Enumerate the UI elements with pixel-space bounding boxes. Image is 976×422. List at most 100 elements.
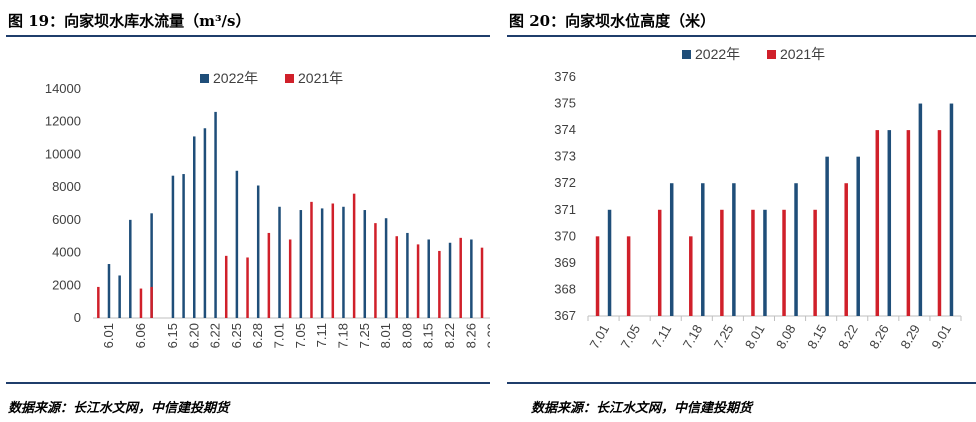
bar-2022 — [384, 218, 388, 318]
flow-bar-chart: 0 2000 4000 6000 8000 10000 12000 14000 6.01 6.06… — [45, 70, 490, 348]
figure-title: 图 19：向家坝水库水流量（m³/s） — [8, 12, 251, 30]
y-tick-label: 8000 — [52, 179, 81, 194]
bar-2021 — [97, 286, 100, 318]
bar-2022 — [299, 210, 303, 318]
legend-swatch-2021 — [767, 50, 776, 59]
bar-2021 — [438, 250, 441, 318]
y-tick-label: 373 — [554, 149, 576, 164]
x-tick-label: 7.18 — [335, 323, 350, 348]
bar-2022 — [794, 183, 798, 316]
bar-2022 — [129, 219, 132, 318]
bar-2022 — [949, 103, 954, 316]
x-tick-label: 7.11 — [649, 322, 674, 351]
bar-2021 — [374, 223, 377, 318]
bar-2022 — [448, 242, 452, 318]
bar-2021 — [267, 232, 271, 318]
x-tick-label: 8.01 — [378, 323, 393, 348]
bar-2021 — [395, 236, 398, 318]
x-tick-label: 7.11 — [314, 323, 329, 347]
legend-swatch-2022 — [682, 50, 691, 59]
legend-label-2022: 2022年 — [695, 46, 740, 62]
x-tick-label: 8.22 — [835, 322, 861, 351]
bar-2021 — [416, 244, 420, 318]
bar-2022 — [342, 206, 345, 318]
bar-2022 — [427, 239, 430, 318]
y-tick-label: 10000 — [45, 146, 81, 161]
x-tick-label: 6.25 — [229, 323, 244, 348]
x-tick-label: 9.01 — [928, 322, 954, 351]
figure-title: 图 20：向家坝水位高度（米） — [509, 12, 716, 30]
source-note: 数据来源：长江水文网，中信建投期货 — [8, 401, 230, 416]
x-tick-label: 6.06 — [133, 323, 148, 348]
bar-2021 — [246, 257, 249, 318]
bar-2022 — [363, 210, 367, 318]
x-tick-label: 7.05 — [293, 323, 308, 348]
legend-label-2021: 2021年 — [780, 46, 825, 62]
y-tick-label: 369 — [554, 255, 576, 270]
x-tick-label: 8.08 — [399, 323, 414, 348]
bar-2021 — [782, 209, 786, 316]
bar-2021 — [352, 193, 356, 318]
bar-2022 — [235, 170, 239, 318]
bar-2022 — [171, 175, 175, 318]
source-note: 数据来源：长江水文网，中信建投期货 — [531, 401, 753, 416]
y-tick-label: 370 — [554, 228, 576, 243]
title-rule — [507, 35, 976, 37]
bar-2021 — [657, 209, 662, 316]
y-tick-label: 2000 — [52, 277, 81, 292]
bar-2021 — [720, 209, 724, 316]
bar-2022 — [763, 209, 767, 316]
bar-2021 — [459, 237, 462, 318]
bar-2021 — [937, 130, 942, 316]
x-tick-label: 8.26 — [463, 323, 478, 348]
x-tick-label: 8.15 — [804, 322, 830, 351]
y-tick-label: 371 — [554, 202, 576, 217]
y-tick-label: 376 — [554, 69, 576, 84]
bar-2021 — [331, 203, 335, 318]
x-tick-label: 7.18 — [680, 322, 706, 351]
bar-2021 — [288, 239, 292, 318]
bar-2021 — [139, 288, 143, 318]
x-tick-label: 6.28 — [250, 323, 265, 348]
x-tick-label: 6.22 — [208, 323, 223, 348]
bar-2021 — [626, 236, 631, 316]
x-tick-label: 7.05 — [618, 322, 644, 351]
y-tick-label: 14000 — [45, 81, 81, 96]
bar-2021 — [480, 247, 484, 318]
x-tick-label: 7.01 — [586, 322, 612, 351]
bar-2022 — [669, 183, 674, 316]
bar-2021 — [595, 236, 600, 316]
bar-2022 — [193, 136, 196, 318]
bar-2021 — [813, 209, 817, 316]
bar-2022 — [182, 174, 185, 318]
x-tick-label: 8.22 — [442, 323, 457, 348]
bar-2022 — [607, 209, 612, 316]
x-tick-label: 7.25 — [357, 323, 372, 348]
y-tick-label: 4000 — [52, 245, 81, 260]
bar-2022 — [118, 275, 121, 318]
bar-2022 — [701, 183, 705, 316]
legend-swatch-2022 — [200, 74, 209, 83]
bar-2022 — [470, 239, 473, 318]
x-tick-label: 8.08 — [773, 322, 799, 351]
x-tick-label: 7.01 — [272, 323, 287, 348]
bar-2022 — [887, 130, 892, 316]
bar-2021 — [844, 183, 848, 316]
bar-2021 — [310, 201, 313, 318]
source-rule — [6, 382, 490, 384]
source-rule — [507, 382, 976, 384]
x-tick-label: 6.15 — [165, 323, 180, 348]
y-tick-label: 374 — [554, 122, 576, 137]
bar-2021 — [689, 236, 693, 316]
bar-2021 — [751, 209, 755, 316]
bar-2021 — [906, 130, 911, 316]
bar-2022 — [107, 264, 111, 318]
bar-2022 — [825, 156, 829, 316]
x-tick-label: 6.20 — [186, 323, 201, 348]
bar-2022 — [150, 213, 153, 318]
y-tick-label: 375 — [554, 96, 576, 111]
bar-2022 — [278, 206, 281, 318]
y-tick-label: 367 — [554, 308, 576, 323]
bar-2022 — [256, 185, 260, 318]
